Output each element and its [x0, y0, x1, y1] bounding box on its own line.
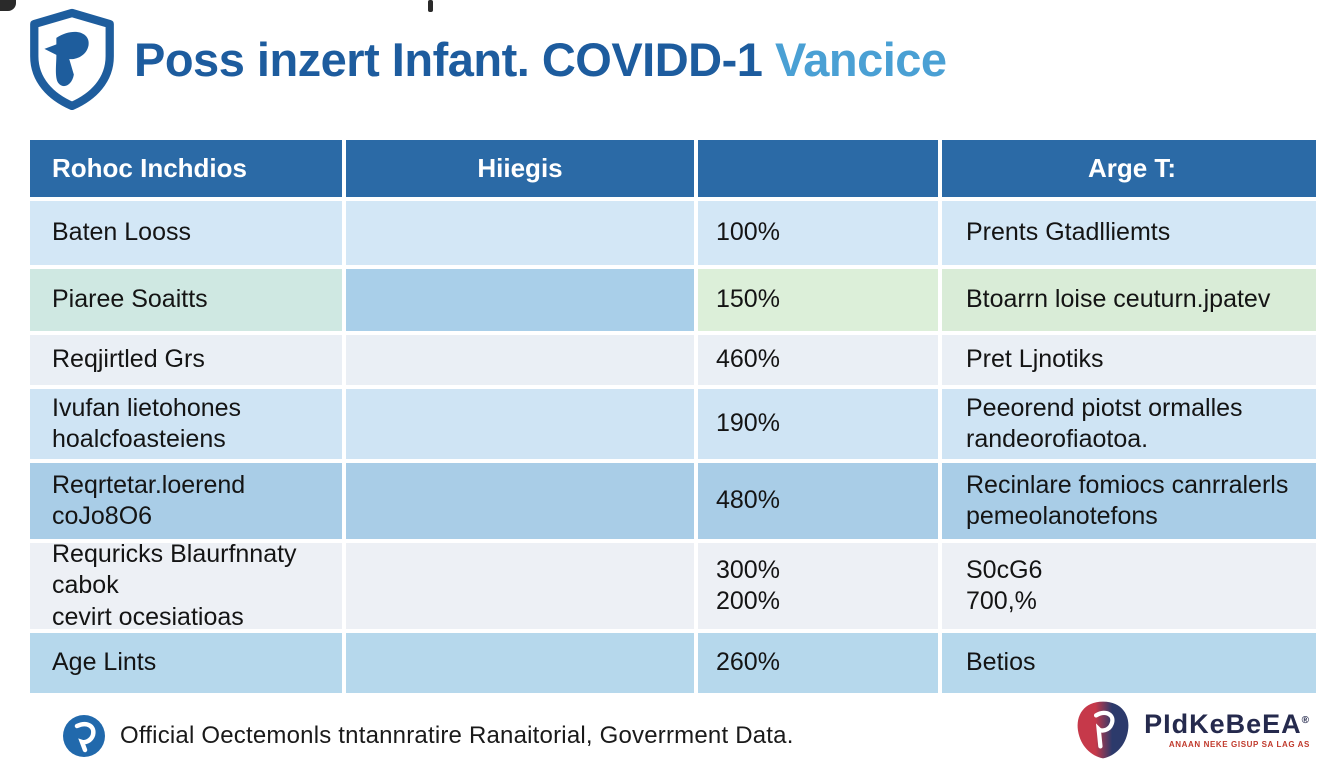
row-percent: 300% 200%: [698, 543, 938, 629]
table-header-row: Rohoc Inchdios Hiiegis Arge T:: [30, 140, 1316, 197]
brand-badge-icon: [1072, 698, 1134, 762]
row-label: Reqrtetar.loerend coJo8O6: [30, 463, 342, 539]
row-percent: 480%: [698, 463, 938, 539]
brand-logo: PIdKeBeEA® ANAAN NEKE GISUP SA LAG AS: [1072, 698, 1310, 762]
table-row: Age Lints 260% Betios: [30, 633, 1316, 693]
row-label: Piaree Soaitts: [30, 269, 342, 331]
row-label: Requricks Blaurfnnaty cabok cevirt ocesi…: [30, 540, 342, 631]
table-row: Requricks Blaurfnnaty cabok cevirt ocesi…: [30, 540, 1316, 631]
row-age-cell: Prents Gtadlliemts: [942, 201, 1316, 265]
row-middle-cell: [346, 335, 694, 385]
row-age-cell: S0cG6 700,%: [942, 543, 1316, 629]
column-header-blank: [698, 140, 938, 197]
row-middle-cell: [346, 389, 694, 459]
row-middle-cell: [346, 463, 694, 539]
row-middle-cell: [346, 201, 694, 265]
row-middle-cell: [346, 543, 694, 629]
source-attribution: Official Oectemonls tntannratire Ranaito…: [120, 722, 794, 749]
footer: Official Oectemonls tntannratire Ranaito…: [62, 714, 794, 758]
column-header-age: Arge T:: [942, 140, 1316, 197]
row-percent: 190%: [698, 389, 938, 459]
registered-mark-icon: ®: [1301, 715, 1310, 726]
row-age-cell: Peeorend piotst ormalles randeorofiaotoa…: [942, 389, 1316, 459]
column-header-topics: Rohoc Inchdios: [30, 140, 342, 197]
row-label: Ivufan lietohones hoalcfoasteiens: [30, 389, 342, 459]
shield-logo-icon: [26, 8, 118, 110]
brand-name-text: PIdKeBeEA: [1144, 709, 1302, 739]
row-percent: 260%: [698, 633, 938, 693]
page-title: Poss inzert Infant. COVIDD-1 Vancice: [134, 32, 947, 87]
row-age-cell: Betios: [942, 633, 1316, 693]
row-label: Baten Looss: [30, 201, 342, 265]
image-artifact: [0, 0, 16, 11]
header: Poss inzert Infant. COVIDD-1 Vancice: [26, 8, 947, 110]
table-row: Reqjirtled Grs 460% Pret Ljnotiks: [30, 335, 1316, 385]
table-row: Piaree Soaitts 150% Btoarrn loise ceutur…: [30, 269, 1316, 331]
row-age-cell: Pret Ljnotiks: [942, 335, 1316, 385]
row-middle-cell: [346, 633, 694, 693]
brand-name: PIdKeBeEA®: [1144, 711, 1310, 738]
table-row: Reqrtetar.loerend coJo8O6 480% Recinlare…: [30, 463, 1316, 539]
row-label: Reqjirtled Grs: [30, 335, 342, 385]
footer-shield-icon: [62, 714, 106, 758]
image-artifact: [428, 0, 433, 12]
column-header-middle: Hiiegis: [346, 140, 694, 197]
table-row: Ivufan lietohones hoalcfoasteiens 190% P…: [30, 389, 1316, 459]
brand-tagline: ANAAN NEKE GISUP SA LAG AS: [1168, 740, 1310, 749]
data-table: Rohoc Inchdios Hiiegis Arge T: Baten Loo…: [30, 140, 1316, 697]
row-percent: 100%: [698, 201, 938, 265]
brand-text: PIdKeBeEA® ANAAN NEKE GISUP SA LAG AS: [1144, 711, 1310, 750]
row-label: Age Lints: [30, 633, 342, 693]
table-row: Baten Looss 100% Prents Gtadlliemts: [30, 201, 1316, 265]
title-main: Poss inzert Infant. COVIDD-1: [134, 32, 763, 86]
row-middle-cell: [346, 269, 694, 331]
row-percent: 150%: [698, 269, 938, 331]
row-age-cell: Btoarrn loise ceuturn.jpatev: [942, 269, 1316, 331]
row-age-cell: Recinlare fomiocs canrralerls pemeolanot…: [942, 463, 1316, 539]
row-percent: 460%: [698, 335, 938, 385]
title-accent: Vancice: [774, 32, 947, 86]
